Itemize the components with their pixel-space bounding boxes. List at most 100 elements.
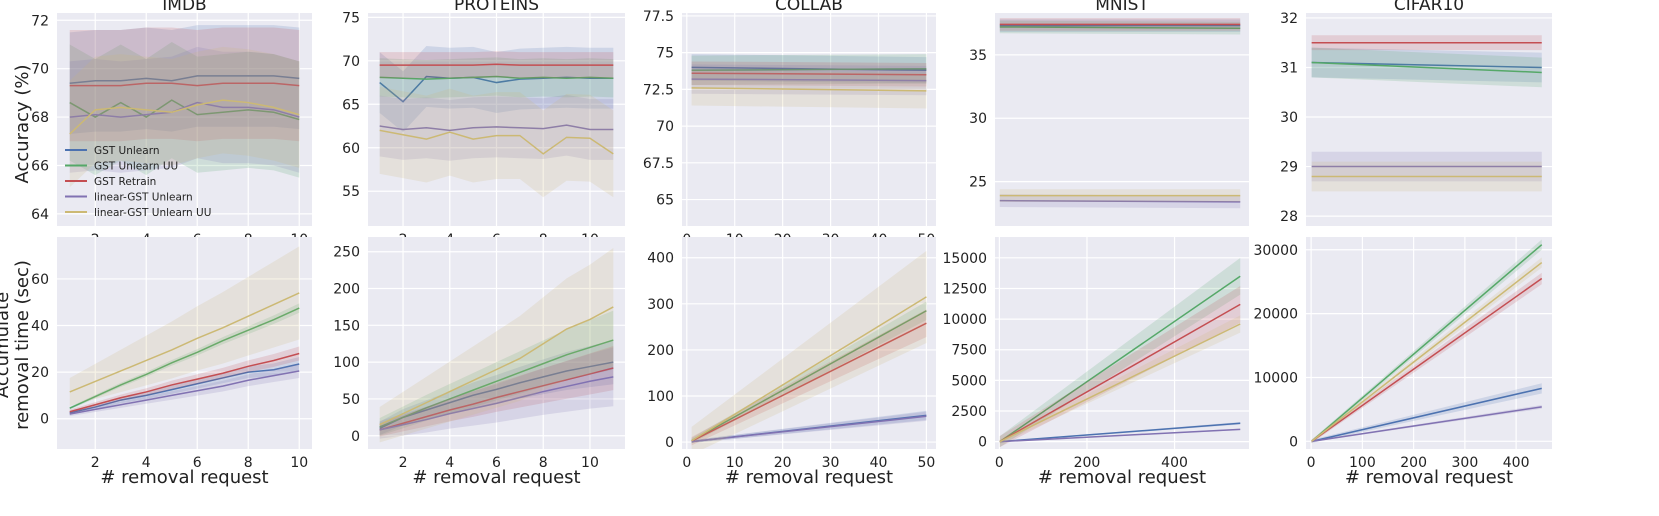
series-line-gst-unlearn bbox=[69, 363, 300, 414]
x-tick-label: 2 bbox=[399, 455, 408, 471]
plot-area bbox=[999, 257, 1241, 448]
series-line-linear-gst-unlearn bbox=[691, 78, 927, 82]
y-tick-label: 15000 bbox=[942, 251, 987, 267]
y-tick-label: 10000 bbox=[942, 312, 987, 328]
x-tick-label: 400 bbox=[1161, 455, 1188, 471]
series-line-gst-unlearn-uu bbox=[999, 26, 1241, 29]
plot-background bbox=[1306, 13, 1552, 226]
legend-entry: GST Unlearn UU bbox=[94, 161, 178, 173]
series-line-gst-unlearn bbox=[379, 361, 614, 430]
series-line-linear-gst-unlearn bbox=[1311, 406, 1542, 443]
x-tick-label: 50 bbox=[918, 455, 936, 471]
series-line-gst-unlearn bbox=[1311, 61, 1542, 69]
x-tick-label: 40 bbox=[870, 455, 888, 471]
y-tick-label: 75 bbox=[342, 10, 360, 26]
y-tick-label: 30 bbox=[1280, 110, 1298, 126]
plot-background bbox=[57, 13, 312, 226]
y-tick-label: 30 bbox=[969, 111, 987, 127]
series-line-gst-unlearn-uu bbox=[691, 310, 927, 442]
plot-area bbox=[379, 248, 614, 443]
series-line-gst-unlearn bbox=[999, 422, 1241, 443]
series-band-linear-gst-unlearn-uu bbox=[379, 248, 614, 443]
x-tick-label: 200 bbox=[1400, 455, 1427, 471]
series-band-gst-unlearn-uu bbox=[69, 42, 300, 178]
series-line-gst-unlearn-uu bbox=[1311, 61, 1542, 74]
series-line-linear-gst-unlearn-uu bbox=[69, 292, 300, 393]
y-tick-label: 72 bbox=[31, 13, 49, 29]
plot-area bbox=[691, 54, 927, 109]
y-tick-label: 50 bbox=[342, 392, 360, 408]
plot-background bbox=[995, 13, 1249, 226]
y-tick-label: 70 bbox=[31, 62, 49, 78]
y-tick-label: 12500 bbox=[942, 281, 987, 297]
chart-panel-9: 0 10000 20000 30000 0 100 200 300 400# removal r… bbox=[1253, 237, 1552, 488]
plot-area bbox=[691, 250, 927, 449]
y-tick-label: 31 bbox=[1280, 60, 1298, 76]
y-tick-label: 40 bbox=[31, 319, 49, 335]
y-tick-label: 70 bbox=[342, 54, 360, 70]
y-tick-label: 77.5 bbox=[643, 9, 674, 25]
y-tick-label: 29 bbox=[1280, 160, 1298, 176]
plot-area bbox=[379, 46, 614, 198]
x-tick-label: 30 bbox=[822, 455, 840, 471]
series-line-gst-retrain bbox=[691, 322, 927, 442]
y-tick-label: 150 bbox=[333, 318, 360, 334]
x-tick-label: 4 bbox=[445, 455, 454, 471]
y-tick-label: 67.5 bbox=[643, 156, 674, 172]
chart-title: CIFAR10 bbox=[1394, 0, 1464, 15]
y-tick-label: 100 bbox=[333, 355, 360, 371]
y-axis-label-accuracy: Accuracy (%) bbox=[12, 64, 33, 183]
series-line-linear-gst-unlearn bbox=[999, 199, 1241, 203]
x-tick-label: 200 bbox=[1074, 455, 1101, 471]
series-line-linear-gst-unlearn bbox=[69, 370, 300, 415]
y-tick-label: 65 bbox=[656, 193, 674, 209]
series-line-gst-retrain bbox=[379, 63, 614, 66]
y-tick-label: 200 bbox=[647, 343, 674, 359]
y-tick-label: 70 bbox=[656, 119, 674, 135]
chart-panel-3: 25 30 35 MNIST bbox=[969, 0, 1249, 226]
legend-entry: linear-GST Unlearn UU bbox=[94, 207, 211, 219]
legend: GST Unlearn GST Unlearn UU GST Retrain line… bbox=[65, 145, 211, 219]
x-tick-label: 10 bbox=[726, 455, 744, 471]
series-band-linear-gst-unlearn bbox=[69, 46, 300, 173]
y-tick-label: 0 bbox=[40, 412, 49, 428]
x-tick-label: 8 bbox=[244, 455, 253, 471]
x-tick-label: 400 bbox=[1503, 455, 1530, 471]
y-tick-label: 10000 bbox=[1253, 370, 1298, 386]
x-tick-label: 10 bbox=[290, 455, 308, 471]
x-axis-label: # removal request bbox=[412, 467, 580, 488]
x-tick-label: 6 bbox=[492, 455, 501, 471]
chart-panel-7: 0 100 200 300 400 0 10 20 30 40 50 # removal reques… bbox=[647, 237, 936, 488]
y-tick-label: 32 bbox=[1280, 11, 1298, 27]
legend-entry: linear-GST Unlearn bbox=[94, 192, 193, 204]
series-line-gst-retrain bbox=[379, 367, 614, 431]
series-band-linear-gst-unlearn-uu bbox=[69, 46, 300, 188]
series-line-gst-retrain bbox=[69, 352, 300, 413]
chart-panel-8: 0 2500 5000 7500 10000 12500 15000 0 200 400# rem… bbox=[942, 237, 1249, 488]
series-line-linear-gst-unlearn-uu bbox=[379, 129, 614, 155]
y-tick-label: 75 bbox=[656, 46, 674, 62]
y-tick-label: 7500 bbox=[951, 343, 987, 359]
y-tick-label: 200 bbox=[333, 282, 360, 298]
x-axis-label: # removal request bbox=[1345, 467, 1513, 488]
y-tick-label: 400 bbox=[647, 251, 674, 267]
y-tick-label: 66 bbox=[31, 158, 49, 174]
series-line-linear-gst-unlearn bbox=[379, 376, 614, 431]
y-tick-label: 60 bbox=[342, 141, 360, 157]
series-line-linear-gst-unlearn-uu bbox=[1311, 261, 1543, 442]
y-tick-label: 72.5 bbox=[643, 82, 674, 98]
x-axis-label: # removal request bbox=[100, 467, 268, 488]
chart-panel-5: 0 20 40 60 2 4 6 8 10 # removal request bbox=[31, 237, 312, 488]
chart-panel-1: 5560657075246810PROTEINS bbox=[342, 0, 625, 248]
plot-background bbox=[682, 13, 936, 226]
series-line-linear-gst-unlearn-uu bbox=[999, 323, 1241, 443]
y-axis-label-time-line2: removal time (sec) bbox=[12, 260, 33, 430]
x-axis-label: # removal request bbox=[725, 467, 893, 488]
plot-area bbox=[69, 246, 300, 417]
series-band-linear-gst-unlearn bbox=[379, 94, 614, 161]
series-line-gst-unlearn-uu bbox=[1311, 244, 1543, 442]
legend-entry: GST Unlearn bbox=[94, 145, 160, 157]
series-line-linear-gst-unlearn-uu bbox=[69, 99, 300, 135]
y-tick-label: 68 bbox=[31, 110, 49, 126]
